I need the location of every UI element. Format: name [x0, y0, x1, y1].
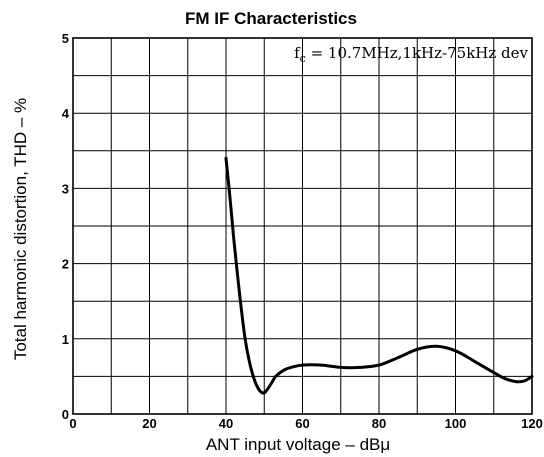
x-tick-label: 60 — [295, 416, 309, 431]
x-tick-label: 120 — [521, 416, 543, 431]
x-tick-label: 100 — [445, 416, 467, 431]
y-tick-label: 4 — [62, 106, 70, 121]
thd-curve — [224, 156, 534, 395]
y-axis-label: Total harmonic distortion, THD – % — [11, 98, 30, 360]
annotation-text: = 10.7MHz,1kHz-75kHz dev — [306, 44, 529, 62]
x-axis-label: ANT input voltage – dBμ — [206, 435, 390, 454]
x-tick-label: 0 — [69, 416, 76, 431]
plot-area — [72, 37, 533, 415]
x-tick-label: 20 — [142, 416, 156, 431]
axis-ticks: 0 20 40 60 80 100 120 0 1 2 3 4 5 — [62, 31, 543, 431]
y-tick-label: 2 — [62, 257, 69, 272]
annotation-prefix: f — [294, 44, 301, 62]
annotation-subscript: c — [300, 52, 306, 65]
x-tick-label: 80 — [372, 416, 386, 431]
y-tick-label: 3 — [62, 181, 69, 196]
chart-title: FM IF Characteristics — [185, 9, 357, 28]
annotation: fc = 10.7MHz,1kHz-75kHz dev — [294, 44, 528, 65]
grid — [72, 37, 533, 415]
x-tick-label: 40 — [219, 416, 233, 431]
y-tick-label: 5 — [62, 31, 69, 46]
y-tick-label: 0 — [62, 407, 69, 422]
y-tick-label: 1 — [62, 332, 69, 347]
